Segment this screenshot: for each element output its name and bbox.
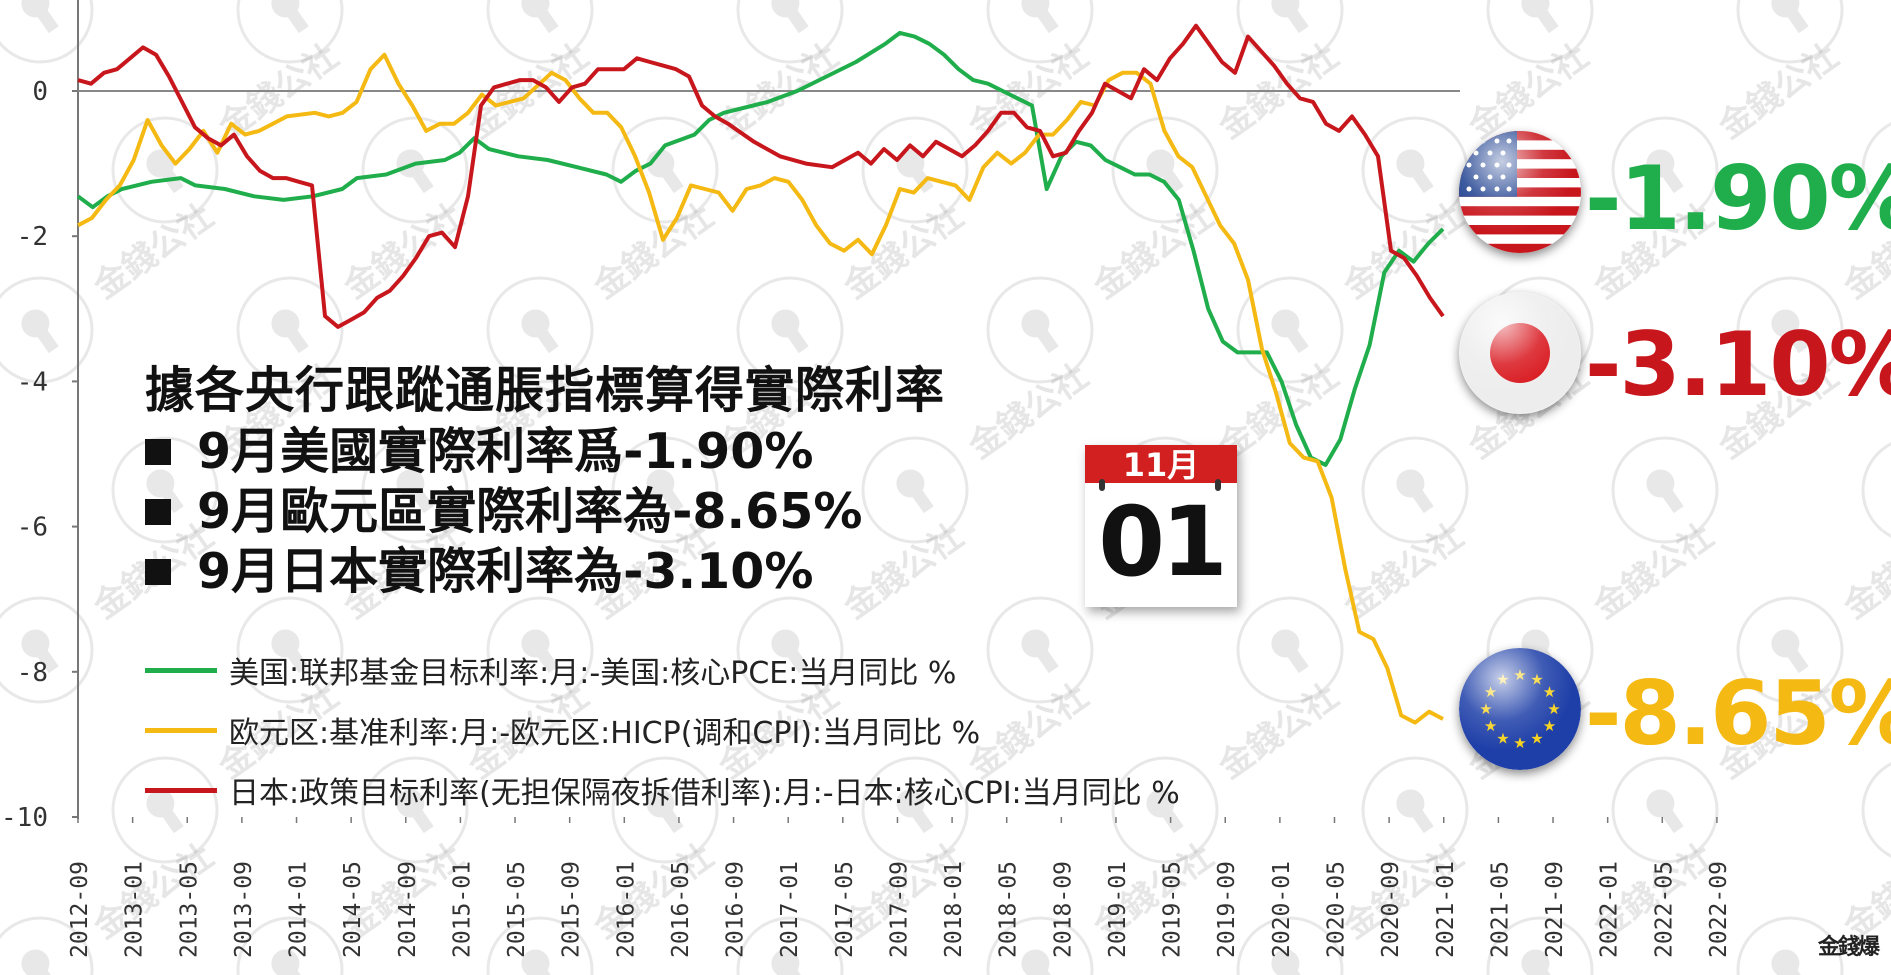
headline-item-text: 9月日本實際利率為-3.10% xyxy=(197,543,814,600)
watermark-stamp: 金錢公社 xyxy=(1861,436,1891,544)
headline-item-text: 9月美國實際利率爲-1.90% xyxy=(197,423,814,480)
x-tick-label: 2013-09 xyxy=(231,861,257,958)
x-tick-label: 2016-01 xyxy=(613,861,639,958)
eu-flag-icon: ★★★★★★★★★★★★ xyxy=(1459,648,1581,770)
series-line-japan xyxy=(77,23,1445,329)
japan-rate-value: -3.10% xyxy=(1585,313,1891,416)
watermark-stamp: 金錢公社 xyxy=(486,0,594,64)
watermark-stamp: 金錢公社 xyxy=(236,0,344,64)
eu-rate-label: -8.65% xyxy=(1585,662,1891,765)
x-tick-label: 2019-09 xyxy=(1214,861,1240,958)
x-tick-label: 2016-09 xyxy=(723,861,749,958)
legend-swatch xyxy=(145,667,217,673)
series-line-eu xyxy=(77,52,1444,725)
bullet-square-icon xyxy=(145,559,171,585)
chart-axes: 0 -2 -4 -6 -8 -10 2012-09 2013-01 2013-05 2013-09… xyxy=(1,0,1732,958)
japan-flag-icon xyxy=(1459,292,1581,414)
x-tick-label: 2013-01 xyxy=(122,861,148,958)
legend-item-us: 美国:联邦基金目标利率:月:-美国:核心PCE:当月同比 % xyxy=(145,640,1180,700)
x-tick-label: 2022-01 xyxy=(1597,861,1623,958)
y-tick-label: -10 xyxy=(1,803,48,833)
watermark-stamp: 金錢公社 xyxy=(1736,0,1844,64)
legend-label: 美国:联邦基金目标利率:月:-美国:核心PCE:当月同比 % xyxy=(229,656,957,691)
x-tick-label: 2020-01 xyxy=(1269,861,1295,958)
chart-legend: 美国:联邦基金目标利率:月:-美国:核心PCE:当月同比 % 欧元区:基准利率:… xyxy=(145,640,1180,820)
us-rate-label: -1.90% xyxy=(1585,147,1891,250)
watermark-stamp: 金錢公社 xyxy=(986,0,1094,64)
calendar-day: 01 xyxy=(1098,486,1228,598)
x-tick-label: 2019-05 xyxy=(1160,861,1186,958)
legend-swatch xyxy=(145,727,217,733)
headline-box: 據各央行跟蹤通脹指標算得實際利率 9月美國實際利率爲-1.90% 9月歐元區實際… xyxy=(145,360,945,602)
y-tick-label: 0 xyxy=(32,77,48,107)
eu-rate-value: -8.65% xyxy=(1585,662,1891,765)
x-tick-label: 2015-01 xyxy=(449,861,475,958)
x-tick-label: 2022-05 xyxy=(1651,861,1677,958)
us-rate-value: -1.90% xyxy=(1585,147,1891,250)
x-tick-label: 2015-09 xyxy=(559,861,585,958)
series-line-us xyxy=(76,30,1445,467)
japan-rate-label: -3.10% xyxy=(1585,313,1891,416)
calendar-icon: 11月 01 xyxy=(1085,445,1237,607)
x-tick-label: 2021-05 xyxy=(1487,861,1513,958)
x-tick-label: 2018-05 xyxy=(996,861,1022,958)
watermark-stamp: 金錢公社 xyxy=(1861,116,1891,224)
x-tick-label: 2018-01 xyxy=(941,861,967,958)
y-tick-label: -6 xyxy=(17,513,48,543)
x-tick-label: 2019-01 xyxy=(1105,861,1131,958)
legend-label: 日本:政策目标利率(无担保隔夜拆借利率):月:-日本:核心CPI:当月同比 % xyxy=(229,776,1180,811)
headline-title: 據各央行跟蹤通脹指標算得實際利率 xyxy=(145,362,946,419)
watermark-stamp: 金錢公社 xyxy=(1486,0,1594,64)
headline-item-us: 9月美國實際利率爲-1.90% xyxy=(145,422,945,482)
x-tick-label: 2014-05 xyxy=(340,861,366,958)
x-tick-label: 2017-05 xyxy=(832,861,858,958)
x-tick-label: 2014-01 xyxy=(286,861,312,958)
x-tick-label: 2013-05 xyxy=(176,861,202,958)
x-tick-label: 2016-05 xyxy=(668,861,694,958)
headline-item-eu: 9月歐元區實際利率為-8.65% xyxy=(145,482,945,542)
x-tick-label: 2022-09 xyxy=(1706,861,1732,958)
x-tick-label: 2017-09 xyxy=(886,861,912,958)
x-tick-label: 2018-09 xyxy=(1050,861,1076,958)
legend-swatch xyxy=(145,787,217,793)
headline-item-jp: 9月日本實際利率為-3.10% xyxy=(145,542,945,602)
legend-item-jp: 日本:政策目标利率(无担保隔夜拆借利率):月:-日本:核心CPI:当月同比 % xyxy=(145,760,1180,820)
chart-series xyxy=(76,23,1445,725)
headline-item-text: 9月歐元區實際利率為-8.65% xyxy=(197,483,863,540)
bullet-square-icon xyxy=(145,439,171,465)
bullet-square-icon xyxy=(145,499,171,525)
x-tick-label: 2015-05 xyxy=(504,861,530,958)
x-tick-label: 2014-09 xyxy=(395,861,421,958)
watermark-stamp: 金錢公社 xyxy=(1861,756,1891,864)
legend-label: 欧元区:基准利率:月:-欧元区:HICP(调和CPI):当月同比 % xyxy=(229,716,981,751)
x-tick-label: 2012-09 xyxy=(67,861,93,958)
watermark-stamp: 金錢公社 xyxy=(736,0,844,64)
x-tick-label: 2017-01 xyxy=(777,861,803,958)
watermark-stamp: 金錢公社 xyxy=(0,0,94,64)
us-flag-icon xyxy=(1459,131,1581,253)
calendar-ring xyxy=(1215,479,1221,491)
x-tick-label: 2020-09 xyxy=(1378,861,1404,958)
x-tick-label: 2021-01 xyxy=(1433,861,1459,958)
legend-item-eu: 欧元区:基准利率:月:-欧元区:HICP(调和CPI):当月同比 % xyxy=(145,700,1180,760)
calendar-month: 11月 xyxy=(1085,445,1237,484)
calendar-ring xyxy=(1099,479,1105,491)
y-tick-label: -8 xyxy=(17,658,48,688)
brand-logo: 金錢爆 xyxy=(1818,934,1880,960)
x-tick-label: 2020-05 xyxy=(1323,861,1349,958)
y-tick-label: -2 xyxy=(17,222,48,252)
y-tick-label: -4 xyxy=(17,367,48,397)
x-tick-label: 2021-09 xyxy=(1542,861,1568,958)
